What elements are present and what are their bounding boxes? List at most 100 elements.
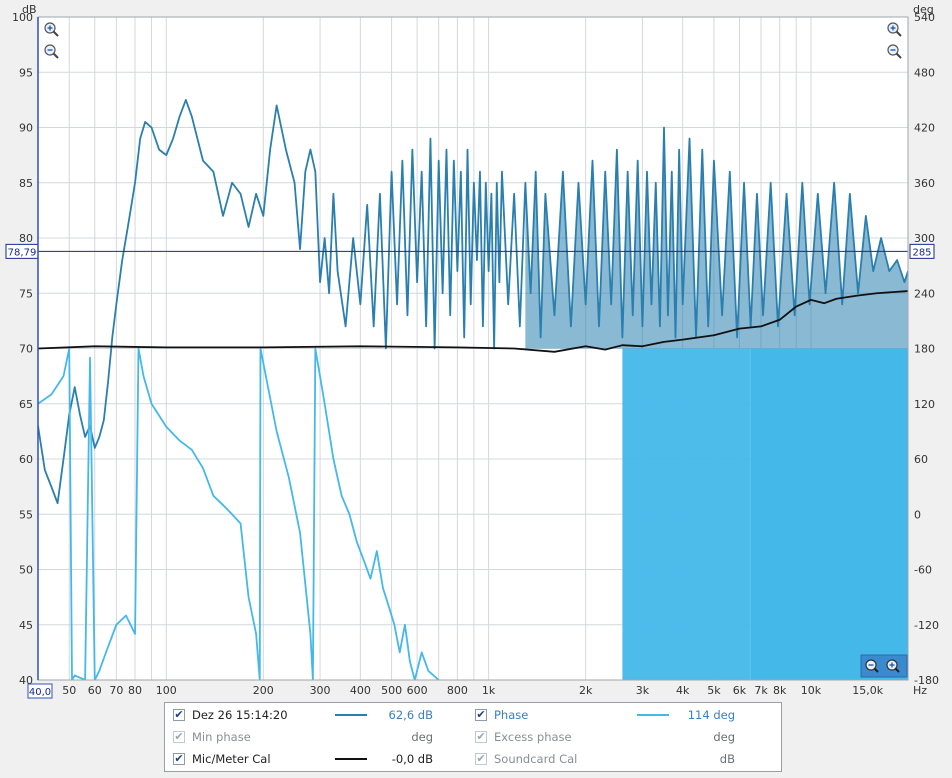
zoom-in-icon[interactable] (887, 22, 902, 37)
chart-area[interactable]: 78,79 285 1009590858075706560555045405404… (0, 0, 952, 700)
y2-tick-label: 420 (914, 122, 935, 135)
y-tick-label: 65 (19, 398, 33, 411)
legend-item-min-phase[interactable]: ✔ Min phase (173, 726, 251, 748)
legend-item-excess-phase[interactable]: ✔ Excess phase (475, 726, 572, 748)
right-unit-label: deg (913, 3, 934, 16)
x-tick-label: 400 (350, 684, 371, 697)
x-tick-label: 3k (636, 684, 650, 697)
y-tick-label: 75 (19, 287, 33, 300)
legend-item-soundcard-cal[interactable]: ✔ Soundcard Cal (475, 748, 577, 770)
zoom-in-icon[interactable] (865, 659, 879, 673)
y-tick-label: 90 (19, 122, 33, 135)
zoom-controls-top-right[interactable] (887, 22, 902, 59)
legend-item-mic-meter-cal[interactable]: ✔ Mic/Meter Cal (173, 748, 271, 770)
y-tick-label: 85 (19, 177, 33, 190)
x-tick-label: 600 (407, 684, 428, 697)
zoom-out-icon[interactable] (886, 659, 900, 673)
legend-item-phase[interactable]: ✔ Phase (475, 704, 528, 726)
x-tick-label: 70 (109, 684, 123, 697)
x-tick-label: 4k (676, 684, 690, 697)
y-tick-label: 70 (19, 343, 33, 356)
cursor[interactable]: 78,79 285 (5, 243, 935, 259)
y2-tick-label: 0 (914, 508, 921, 521)
x-tick-label: 80 (128, 684, 142, 697)
x-tick-label: 5k (707, 684, 721, 697)
y2-tick-label: 60 (914, 453, 928, 466)
legend-item-measurement[interactable]: ✔ Dez 26 15:14:20 (173, 704, 288, 726)
x-tick-label: 1k (482, 684, 496, 697)
y2-tick-label: 240 (914, 287, 935, 300)
left-unit-label: dB (22, 3, 37, 16)
y-tick-label: 45 (19, 619, 33, 632)
y2-tick-label: -120 (914, 619, 939, 632)
legend-swatch-measurement (335, 714, 367, 716)
y2-tick-label: -180 (914, 674, 939, 687)
checkbox-phase[interactable]: ✔ (475, 708, 487, 721)
checkbox-measurement[interactable]: ✔ (173, 708, 185, 721)
cursor-right-box (909, 243, 935, 259)
legend-label: Excess phase (494, 730, 572, 744)
y2-tick-label: 180 (914, 343, 935, 356)
x-tick-label: 60 (88, 684, 102, 697)
series-layer (38, 98, 908, 680)
legend-value-min-phase: deg (411, 730, 433, 744)
phase-dense-fill (622, 348, 751, 680)
y-tick-label: 95 (19, 66, 33, 79)
x-tick-label: 300 (310, 684, 331, 697)
x-tick-label: 7k (754, 684, 768, 697)
legend-value-measurement: 62,6 dB (388, 708, 433, 722)
zoom-out-icon[interactable] (887, 44, 902, 59)
cursor-right-label: 285 (912, 247, 931, 258)
y2-tick-label: 540 (914, 11, 935, 24)
y-tick-label: 55 (19, 508, 33, 521)
y2-tick-label: 300 (914, 232, 935, 245)
legend-value-phase: 114 deg (687, 708, 735, 722)
x-start-box (27, 683, 53, 699)
legend-row: ✔ Min phase deg ✔ Excess phase deg (165, 726, 781, 748)
legend-swatch-mic-meter-cal (335, 758, 367, 760)
series-line-mic-meter-cal (38, 290, 908, 353)
checkbox-soundcard-cal[interactable]: ✔ (475, 752, 487, 765)
legend-row: ✔ Mic/Meter Cal -0,0 dB ✔ Soundcard Cal … (165, 748, 781, 770)
series-line-measurement (38, 98, 908, 505)
x-tick-label: 500 (381, 684, 402, 697)
x-tick-label: 2k (579, 684, 593, 697)
x-unit-label: Hz (913, 684, 927, 697)
x-tick-label: 800 (447, 684, 468, 697)
y2-tick-label: 360 (914, 177, 935, 190)
y-tick-label: 50 (19, 564, 33, 577)
x-tick-label: 15,0k (852, 684, 883, 697)
cursor-left-label: 78,79 (8, 247, 37, 258)
series-line-phase (38, 347, 440, 680)
x-tick-label: 6k (733, 684, 747, 697)
y2-tick-label: 120 (914, 398, 935, 411)
checkbox-excess-phase[interactable]: ✔ (475, 730, 487, 743)
y-tick-label: 60 (19, 453, 33, 466)
zoom-controls-top-left[interactable] (44, 22, 59, 59)
legend-swatch-phase (637, 714, 669, 716)
legend-label: Soundcard Cal (494, 752, 578, 766)
checkbox-min-phase[interactable]: ✔ (173, 730, 185, 743)
y-tick-label: 100 (12, 11, 33, 24)
x-tick-label: 8k (773, 684, 787, 697)
x-tick-label: 50 (62, 684, 76, 697)
legend-panel: ✔ Dez 26 15:14:20 62,6 dB ✔ Phase 114 de… (164, 702, 782, 772)
x-tick-label: 200 (253, 684, 274, 697)
legend-label: Mic/Meter Cal (192, 752, 271, 766)
zoom-out-icon[interactable] (44, 44, 59, 59)
zoom-controls-bottom-right[interactable] (860, 654, 908, 678)
legend-value-excess-phase: deg (713, 730, 735, 744)
legend-value-soundcard-cal: dB (719, 752, 735, 766)
legend-label: Phase (494, 708, 529, 722)
legend-row: ✔ Dez 26 15:14:20 62,6 dB ✔ Phase 114 de… (165, 704, 781, 726)
zoom-in-icon[interactable] (44, 22, 59, 37)
checkbox-mic-meter-cal[interactable]: ✔ (173, 752, 185, 765)
x-tick-label: 100 (156, 684, 177, 697)
legend-value-mic-meter-cal: -0,0 dB (391, 752, 433, 766)
y2-tick-label: -60 (914, 564, 932, 577)
y-tick-label: 80 (19, 232, 33, 245)
y2-tick-label: 480 (914, 66, 935, 79)
phase-dense-fill (750, 348, 908, 680)
x-tick-label: 10k (801, 684, 822, 697)
legend-label: Dez 26 15:14:20 (192, 708, 288, 722)
